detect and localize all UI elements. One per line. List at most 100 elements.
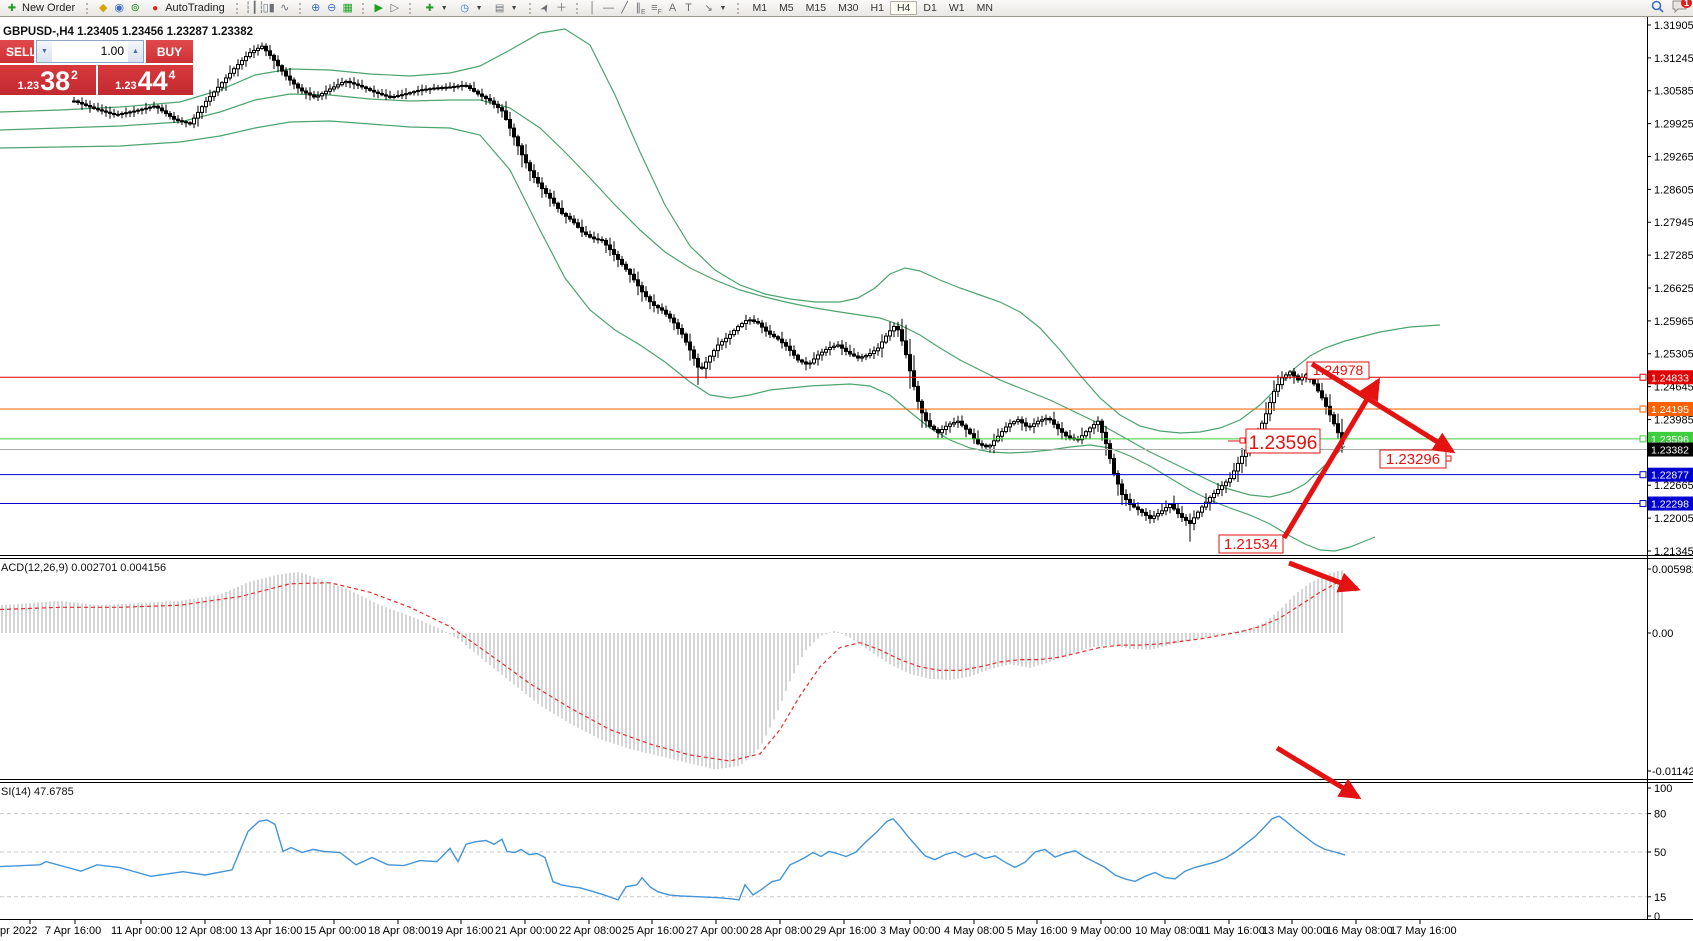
- zoom-in-icon[interactable]: ⊕: [311, 1, 321, 14]
- new-order-button[interactable]: ✚ New Order: [0, 1, 80, 16]
- chart-shift-icon[interactable]: ▷: [390, 1, 399, 14]
- price-badge-1.24195: [1648, 402, 1693, 417]
- price-tick-label: 1.30585: [1654, 86, 1693, 98]
- equidistant-channel-icon[interactable]: ∥E: [635, 1, 646, 16]
- indicators-menu-button[interactable]: ✚ ▼: [418, 1, 453, 16]
- timeframe-M30[interactable]: M30: [838, 2, 859, 14]
- toolbar-separator: [361, 2, 367, 14]
- sell-price[interactable]: 1.23 38 2: [0, 65, 96, 95]
- text-icon[interactable]: A: [668, 1, 677, 14]
- time-tick-label: 5 May 16:00: [1007, 925, 1068, 937]
- volume-value[interactable]: 1.00: [100, 44, 124, 58]
- template-icon: ▤: [494, 2, 505, 14]
- price-badge-1.24833: [1648, 370, 1693, 385]
- time-tick-label: 13 May 00:00: [1262, 925, 1329, 937]
- trendline-icon[interactable]: ╱: [621, 1, 628, 14]
- chart-title: GBPUSD-,H4 1.23405 1.23456 1.23287 1.233…: [3, 26, 253, 38]
- price-badge-1.24195-label: 1.24195: [1651, 404, 1689, 416]
- auto-scroll-icon[interactable]: ▶: [374, 1, 383, 14]
- macd-pane: 0.005982 0.00 -0.011429: [0, 564, 1693, 778]
- timeframe-M5[interactable]: M5: [779, 2, 794, 14]
- one-click-trading-panel: SELL ▼ 1.00 ▲ BUY 1.23 38 2 1.23 44 4: [0, 40, 193, 95]
- time-tick-label: 25 Apr 16:00: [622, 925, 684, 937]
- clock-icon: ◷: [460, 2, 470, 14]
- price-badge-1.22877-label: 1.22877: [1651, 470, 1689, 482]
- price-tick-label: 1.25305: [1654, 349, 1693, 361]
- trend-up-arrow: [1281, 377, 1381, 540]
- add-indicator-icon: ✚: [425, 2, 434, 14]
- line-chart-icon[interactable]: ∿: [280, 1, 290, 14]
- time-tick-label: 17 May 16:00: [1390, 925, 1457, 937]
- price-tick-label: 1.22005: [1654, 513, 1693, 525]
- time-tick-label: 19 Apr 16:00: [431, 925, 493, 937]
- price-tick-label: 1.23985: [1654, 414, 1693, 426]
- timeframe-M15[interactable]: M15: [805, 2, 827, 14]
- crosshair-icon[interactable]: ＋: [556, 1, 568, 14]
- signals-icon[interactable]: ⊚: [130, 1, 140, 14]
- time-tick-label: 16 May 08:00: [1326, 925, 1393, 937]
- arrow-object-icon: ↘: [704, 2, 713, 14]
- text-label-icon[interactable]: T: [685, 1, 692, 14]
- timeframe-MN[interactable]: MN: [976, 2, 993, 14]
- timeframe-H4[interactable]: H4: [889, 1, 918, 15]
- autotrading-icon: ●: [152, 2, 159, 14]
- timeframe-M1[interactable]: M1: [752, 2, 768, 14]
- bar-chart-icon[interactable]: ┆┃┆: [244, 1, 265, 14]
- price-tick-label: 1.26625: [1654, 283, 1693, 295]
- timeframe-H1[interactable]: H1: [870, 2, 884, 14]
- search-icon[interactable]: [1651, 0, 1664, 16]
- toolbar-separator: [575, 2, 581, 14]
- time-tick-label: 11 May 16:00: [1199, 925, 1265, 937]
- market-icon[interactable]: ◆: [98, 1, 108, 14]
- toolbar-separator: [528, 2, 534, 14]
- candlestick-chart-icon[interactable]: ▯▮: [262, 1, 275, 14]
- time-tick-label: 21 Apr 00:00: [495, 925, 557, 937]
- macd-indicator-label: ACD(12,26,9) 0.002701 0.004156: [1, 562, 167, 574]
- price-tick-label: 1.24645: [1654, 382, 1693, 394]
- current-price-badge-label: 1.23382: [1651, 445, 1689, 457]
- price-badge-1.22877: [1648, 467, 1693, 482]
- volume-increase-button[interactable]: ▲: [128, 41, 143, 62]
- new-order-label: New Order: [22, 2, 76, 14]
- macd-signal-line: [0, 578, 1346, 762]
- zoom-out-icon[interactable]: ⊖: [327, 1, 337, 14]
- candles-layer: [72, 42, 1344, 542]
- autotrading-button[interactable]: ● AutoTrading: [143, 1, 230, 16]
- notification-count-badge: 1: [1680, 0, 1692, 8]
- buy-price[interactable]: 1.23 44 4: [97, 65, 193, 95]
- toolbar-separator: [298, 2, 304, 14]
- fibonacci-icon[interactable]: ≡F: [651, 1, 662, 16]
- arrows-tool-button[interactable]: ↘ ▼: [697, 1, 732, 16]
- cursor-icon[interactable]: ➤: [537, 0, 553, 15]
- tile-windows-icon[interactable]: ▦: [342, 1, 353, 14]
- annotation-text-1.21534: 1.21534: [1224, 536, 1278, 553]
- bollinger-upper-band: [0, 28, 1441, 434]
- rsi-tick-label: 80: [1654, 809, 1666, 821]
- macd-tick-label: 0.005982: [1652, 564, 1693, 576]
- community-icon[interactable]: ◉: [114, 1, 124, 14]
- volume-decrease-button[interactable]: ▼: [37, 41, 52, 62]
- time-tick-label: 9 May 00:00: [1071, 925, 1132, 937]
- horizontal-line-icon[interactable]: —: [603, 1, 615, 14]
- templates-menu-button[interactable]: ▤ ▼: [488, 1, 523, 16]
- sell-price-pip: 2: [71, 68, 78, 82]
- buy-button[interactable]: BUY: [146, 40, 193, 63]
- price-tick-label: 1.31245: [1654, 53, 1693, 65]
- timeframe-D1[interactable]: D1: [923, 2, 937, 14]
- periods-menu-button[interactable]: ◷ ▼: [453, 1, 488, 16]
- timeframe-buttons: M1 M5 M15 M30 H1 H4 D1 W1 MN: [746, 1, 998, 15]
- timeframe-W1[interactable]: W1: [948, 2, 965, 14]
- sell-button[interactable]: SELL: [0, 40, 37, 63]
- vertical-line-icon[interactable]: │: [589, 1, 596, 14]
- rsi-pane: 100 80 50 15 0: [0, 783, 1672, 923]
- time-tick-label: 18 Apr 08:00: [368, 925, 430, 937]
- rsi-indicator-label: SI(14) 47.6785: [1, 786, 74, 798]
- notifications-button[interactable]: 1: [1672, 0, 1692, 16]
- autotrading-label: AutoTrading: [165, 2, 225, 14]
- bollinger-middle-band: [0, 93, 1346, 498]
- time-axis: pr 2022 7 Apr 16:00 11 Apr 00:00 12 Apr 08:…: [0, 920, 1457, 937]
- price-tick-label: 1.27945: [1654, 217, 1693, 229]
- macd-tick-label: -0.011429: [1652, 766, 1693, 778]
